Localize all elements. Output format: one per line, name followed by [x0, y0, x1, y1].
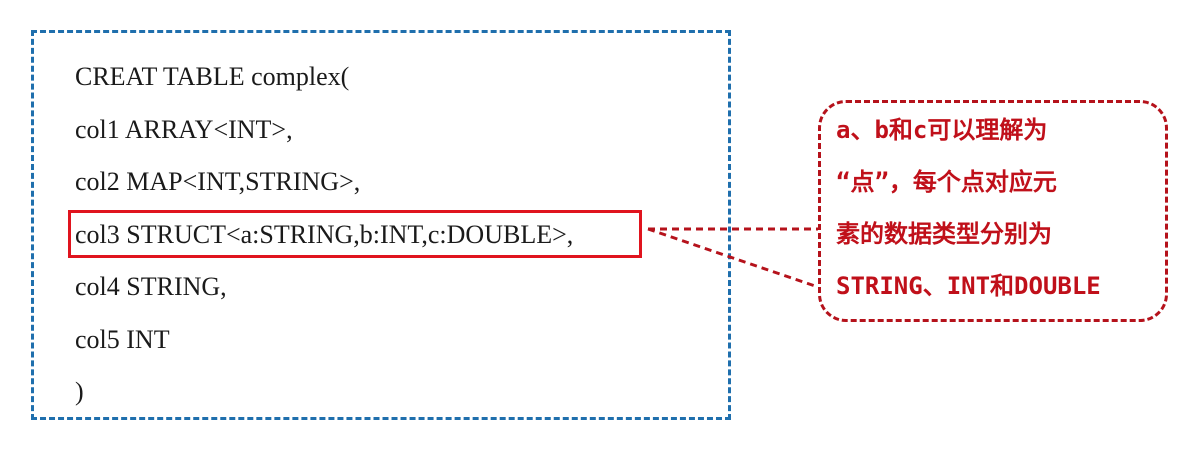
- connector-line-lower: [647, 227, 819, 289]
- code-line-1: CREAT TABLE complex(: [75, 62, 350, 91]
- callout-line-4: STRING、INT和DOUBLE: [836, 272, 1101, 300]
- callout-line-1: a、b和c可以理解为: [836, 116, 1048, 144]
- struct-highlight-box: [68, 210, 642, 258]
- code-line-6: col5 INT: [75, 325, 170, 354]
- callout-line-2: “点”，每个点对应元: [836, 168, 1057, 196]
- code-line-2: col1 ARRAY<INT>,: [75, 115, 293, 144]
- callout-line-3: 素的数据类型分别为: [836, 220, 1052, 248]
- code-block-frame: [31, 30, 731, 420]
- code-line-7: ): [75, 377, 84, 406]
- callout-bubble: [818, 100, 1168, 322]
- code-line-4: col3 STRUCT<a:STRING,b:INT,c:DOUBLE>,: [75, 220, 574, 249]
- code-line-3: col2 MAP<INT,STRING>,: [75, 167, 361, 196]
- code-line-5: col4 STRING,: [75, 272, 227, 301]
